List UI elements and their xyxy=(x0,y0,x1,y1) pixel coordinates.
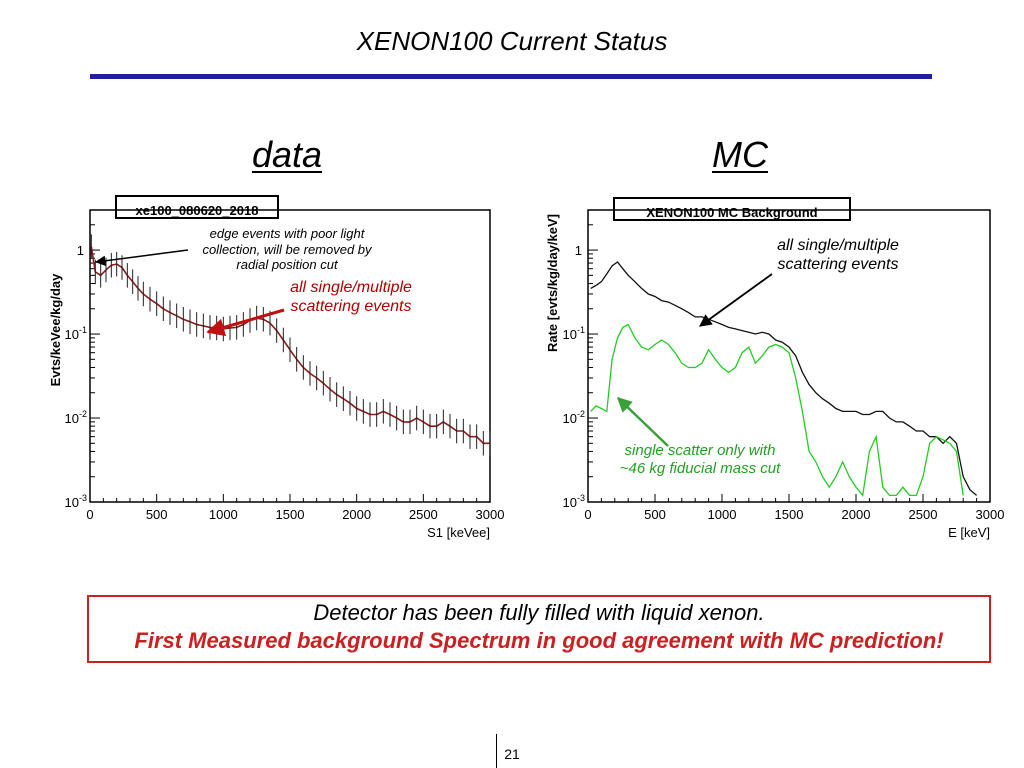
x-tick-label: 1000 xyxy=(209,507,238,522)
y-tick-label: 10-2 xyxy=(65,409,87,426)
mc-single-scatter-note: single scatter only with ~46 kg fiducial… xyxy=(619,442,781,477)
mc-single-scatter-arrow xyxy=(616,396,669,447)
x-tick-label: 1500 xyxy=(276,507,305,522)
x-tick-label: 500 xyxy=(644,507,666,522)
x-tick-label: 2000 xyxy=(342,507,371,522)
edge-events-note: edge events with poor light collection, … xyxy=(202,226,372,273)
data-plot-xlabel: S1 [keVee] xyxy=(427,525,490,540)
mc-heading: MC xyxy=(712,134,768,175)
data-all-scattering-arrow xyxy=(206,308,285,337)
series-line xyxy=(90,246,490,445)
slide-title: XENON100 Current Status xyxy=(356,26,668,56)
conclusion-box: Detector has been fully filled with liqu… xyxy=(87,595,991,663)
series-line xyxy=(590,323,964,497)
data-plot-title-box xyxy=(115,195,279,219)
mc-all-scattering-arrow xyxy=(698,273,773,327)
y-tick-label: 10-1 xyxy=(65,325,87,342)
mc-plot-series xyxy=(590,261,978,497)
y-tick-label: 10-3 xyxy=(65,493,87,510)
mc-all-scattering-note: all single/multiple scattering events xyxy=(777,237,899,274)
data-heading: data xyxy=(252,134,323,175)
page-number-rule xyxy=(496,734,497,768)
x-tick-label: 1500 xyxy=(775,507,804,522)
page-number: 21 xyxy=(504,746,520,762)
data-plot-ticks: 0 500 1000 1500 2000 2500 3000 1 10-1 10-2 10-3 xyxy=(65,209,505,522)
y-tick-label: 10-1 xyxy=(563,325,585,342)
x-tick-label: 0 xyxy=(584,507,591,522)
y-tick-label: 10-2 xyxy=(563,409,585,426)
conclusion-line1: Detector has been fully filled with liqu… xyxy=(313,600,765,625)
data-plot-ylabel: Evts/keVee/kg/day xyxy=(48,273,63,387)
x-tick-label: 500 xyxy=(146,507,168,522)
x-tick-label: 2500 xyxy=(409,507,438,522)
y-tick-label: 1 xyxy=(575,243,582,258)
x-tick-label: 3000 xyxy=(476,507,505,522)
mc-plot-ylabel: Rate [evts/kg/day/keV] xyxy=(545,214,560,352)
y-tick-label: 1 xyxy=(77,243,84,258)
series-line xyxy=(590,261,978,496)
mc-plot-xlabel: E [keV] xyxy=(948,525,990,540)
data-spectrum-plot: xe100_080620_2018 0 500 1000 1500 2000 2500 30… xyxy=(48,195,505,540)
x-tick-label: 0 xyxy=(86,507,93,522)
y-tick-label: 10-3 xyxy=(563,493,585,510)
x-tick-label: 2000 xyxy=(842,507,871,522)
conclusion-line2: First Measured background Spectrum in go… xyxy=(134,628,944,653)
x-tick-label: 2500 xyxy=(909,507,938,522)
title-rule xyxy=(90,74,932,79)
x-tick-label: 3000 xyxy=(976,507,1005,522)
mc-plot-title-box xyxy=(613,197,851,221)
mc-plot-title: XENON100 MC Background xyxy=(646,205,817,220)
data-all-scattering-note: all single/multiple scattering events xyxy=(290,279,412,316)
x-tick-label: 1000 xyxy=(708,507,737,522)
edge-events-arrow xyxy=(94,249,189,266)
